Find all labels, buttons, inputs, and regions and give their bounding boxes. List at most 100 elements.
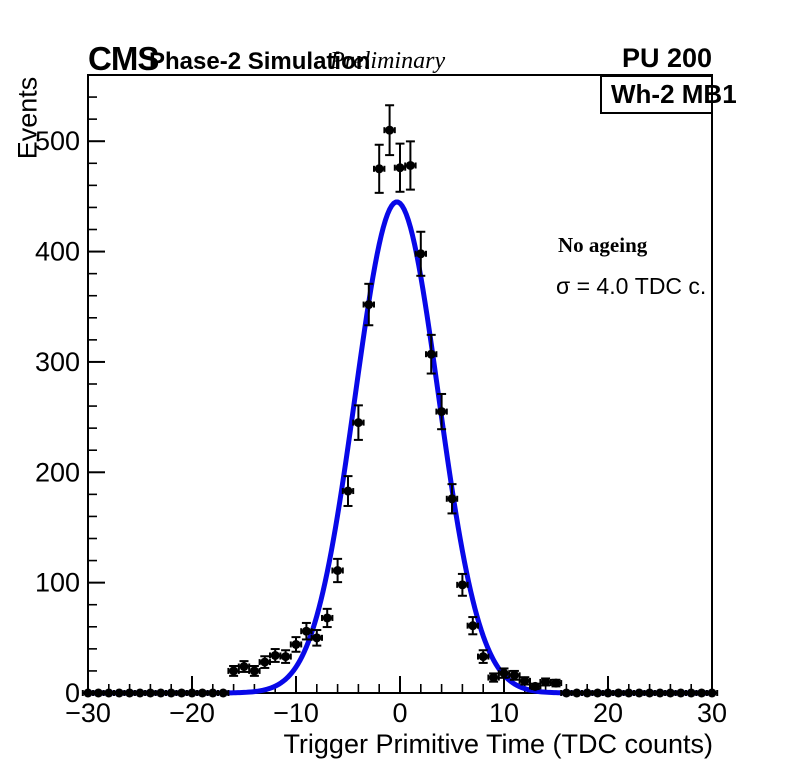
data-point-marker — [613, 688, 623, 698]
y-axis-tick-labels: 0 100 200 300 400 500 — [35, 126, 80, 708]
data-point — [633, 688, 646, 698]
data-point — [154, 688, 167, 698]
data-point — [518, 676, 531, 686]
legend-box: Wh-2 MB1 — [600, 75, 737, 114]
data-point-marker — [125, 688, 135, 698]
data-point-marker — [208, 688, 218, 698]
data-point-marker — [93, 688, 103, 698]
data-point — [102, 688, 115, 698]
data-point — [310, 629, 323, 647]
data-point — [289, 636, 303, 653]
data-point — [487, 672, 500, 683]
data-points — [81, 104, 719, 698]
annotation-sigma: σ = 4.0 TDC c. — [556, 273, 707, 299]
x-tick-label: 10 — [489, 698, 519, 728]
y-tick-label: 0 — [65, 678, 80, 708]
data-point-marker — [499, 668, 509, 678]
x-tick-label: −10 — [273, 698, 319, 728]
data-point — [549, 678, 563, 688]
data-point — [300, 621, 313, 641]
data-point-marker — [239, 662, 249, 672]
data-point — [227, 664, 240, 677]
data-point — [206, 688, 219, 698]
y-tick-label: 400 — [35, 237, 80, 267]
data-point-marker — [686, 688, 696, 698]
plot-frame — [87, 74, 713, 694]
data-point-marker — [697, 688, 707, 698]
data-point — [165, 688, 178, 698]
data-point-marker — [374, 164, 384, 174]
pileup-label: PU 200 — [621, 43, 712, 73]
data-point-marker — [145, 688, 155, 698]
data-point — [456, 572, 469, 597]
y-tick-label: 500 — [35, 126, 80, 156]
data-point-marker — [655, 688, 665, 698]
data-point-marker — [478, 652, 488, 662]
data-point — [477, 649, 490, 664]
data-point — [279, 649, 292, 664]
data-point — [92, 688, 105, 698]
preliminary-label: Preliminary — [330, 48, 446, 74]
data-point — [237, 660, 251, 673]
data-point-marker — [624, 688, 634, 698]
data-point — [685, 688, 698, 698]
data-point-marker — [229, 666, 239, 676]
data-point-marker — [281, 652, 291, 662]
data-point — [258, 655, 271, 669]
data-point — [622, 688, 635, 698]
data-point — [81, 688, 95, 698]
data-point-marker — [416, 249, 426, 259]
data-point-marker — [541, 677, 551, 687]
data-point-marker — [603, 688, 613, 698]
y-axis-title: Events — [12, 76, 43, 160]
x-tick-label: 0 — [392, 698, 407, 728]
data-point-marker — [572, 688, 582, 698]
data-point-marker — [385, 125, 395, 135]
data-point — [445, 483, 459, 515]
data-point-marker — [177, 688, 187, 698]
data-point-marker — [520, 676, 530, 686]
data-point — [217, 688, 230, 698]
data-point — [383, 104, 396, 157]
data-point-marker — [104, 688, 114, 698]
data-point-marker — [260, 657, 270, 667]
data-point — [269, 648, 282, 663]
data-point-marker — [135, 688, 145, 698]
data-point-marker — [343, 486, 353, 496]
data-point-marker — [405, 160, 415, 170]
data-point — [341, 475, 355, 507]
data-point-marker — [468, 621, 478, 631]
data-point-marker — [364, 300, 374, 310]
data-point-marker — [197, 688, 207, 698]
data-point-marker — [353, 418, 363, 428]
y-tick-label: 100 — [35, 568, 80, 598]
data-point — [601, 688, 615, 698]
data-point — [113, 688, 126, 698]
data-point-marker — [333, 566, 343, 576]
data-point-marker — [312, 633, 322, 643]
data-point-marker — [509, 670, 519, 680]
legend-label: Wh-2 MB1 — [611, 79, 737, 109]
simulation-label: Phase-2 Simulation — [149, 48, 371, 75]
data-point — [175, 688, 188, 698]
data-point — [664, 688, 677, 698]
data-point-marker — [187, 688, 197, 698]
x-tick-label: 20 — [593, 698, 623, 728]
data-point — [352, 404, 365, 441]
data-point-marker — [426, 349, 436, 359]
data-point-marker — [593, 688, 603, 698]
data-point — [133, 688, 147, 698]
y-tick-label: 200 — [35, 457, 80, 487]
y-tick-label: 300 — [35, 347, 80, 377]
data-point — [185, 688, 199, 698]
x-axis-tick-labels: −30 −20 −10 0 10 20 30 — [65, 698, 727, 728]
data-point — [331, 557, 344, 584]
data-point-marker — [551, 678, 561, 688]
data-point — [435, 392, 448, 431]
data-point-marker — [114, 688, 124, 698]
data-point — [591, 688, 604, 698]
data-point — [414, 230, 427, 277]
data-point — [508, 669, 521, 681]
